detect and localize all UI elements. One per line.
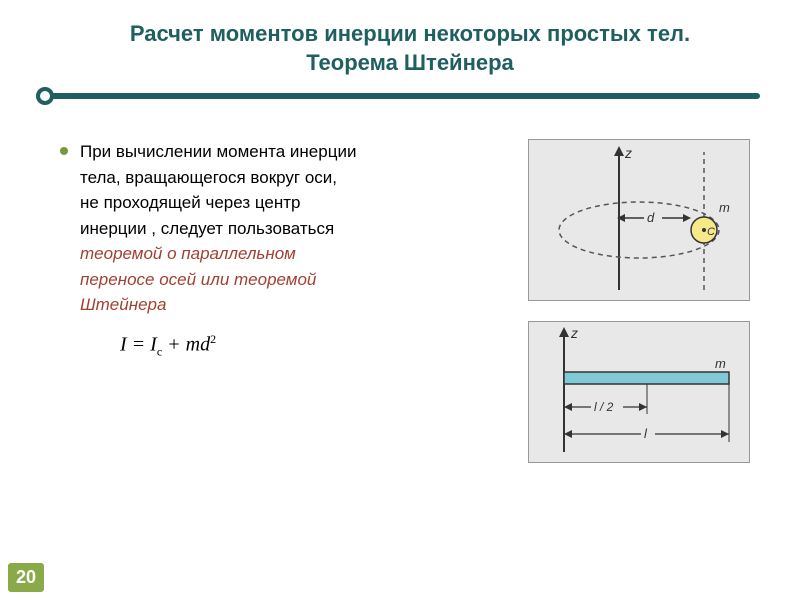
slide: Расчет моментов инерции некоторых просты… [0,0,800,600]
diagram-parallel-axis: z C m d [528,139,750,301]
d1-z-label: z [624,145,632,161]
diagram-rod: z m l / 2 l [528,321,750,463]
title-line-2: Теорема Штейнера [306,50,514,75]
title-underline [60,85,760,109]
formula-d: d [200,333,210,355]
formula-I: I [150,333,157,355]
d1-m-label: m [719,200,730,215]
formula: I = Ic + md2 [120,332,360,360]
page-number: 20 [16,567,36,587]
slide-title: Расчет моментов инерции некоторых просты… [60,20,760,77]
formula-I-lhs: I [120,333,127,355]
d1-c-label: C [707,226,715,238]
underline-bar [40,93,760,99]
bullet-plain-text: При вычислении момента инерции тела, вра… [80,142,356,238]
bullet-item: При вычислении момента инерции тела, вра… [60,139,360,318]
diagram-column: z C m d z [390,139,760,463]
bullet-emph-text: теоремой о параллельном переносе осей ил… [80,244,316,314]
formula-m: m [186,333,200,355]
d2-m-label: m [715,356,726,371]
d2-z-label: z [570,325,578,341]
text-column: При вычислении момента инерции тела, вра… [60,139,360,463]
page-number-badge: 20 [8,563,44,592]
title-line-1: Расчет моментов инерции некоторых просты… [130,21,690,46]
d2-l2-label: l / 2 [594,400,614,414]
content-row: При вычислении момента инерции тела, вра… [60,139,760,463]
formula-plus: + [162,333,186,355]
formula-eq: = [127,333,151,355]
d1-d-label: d [647,210,655,225]
underline-cap [36,87,54,105]
formula-sup-2: 2 [210,332,216,346]
